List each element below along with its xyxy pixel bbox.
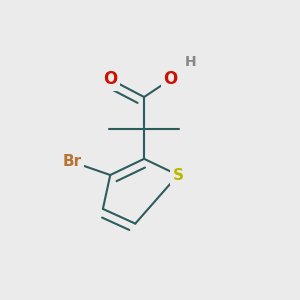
Text: H: H [185,55,197,69]
Text: Br: Br [62,154,82,169]
Text: S: S [172,167,184,182]
Text: O: O [164,70,178,88]
Text: O: O [103,70,117,88]
